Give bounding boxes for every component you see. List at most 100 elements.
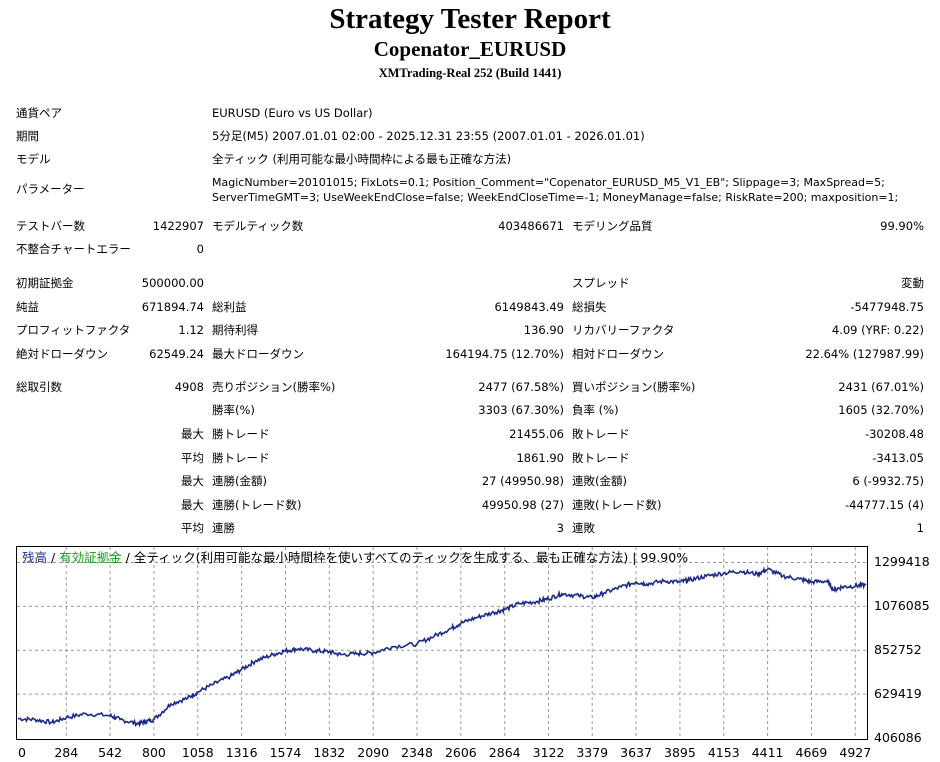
- x-tick-label: 2864: [488, 745, 521, 760]
- quality-label: モデリング品質: [572, 219, 653, 233]
- expected-payoff-value: 136.90: [523, 323, 564, 337]
- x-tick-label: 1316: [225, 745, 258, 760]
- legend-equity: 有効証拠金: [59, 550, 122, 565]
- x-tick-label: 3637: [620, 745, 652, 760]
- x-tick-label: 4153: [707, 745, 740, 760]
- max-consecutive-loss-value: -44777.15 (4): [845, 498, 924, 512]
- model-label: モデル: [16, 152, 51, 166]
- recovery-factor-value: 4.09 (YRF: 0.22): [831, 323, 924, 337]
- balance-line: [17, 566, 867, 728]
- win-rate-value: 3303 (67.30%): [478, 403, 564, 417]
- maximal-drawdown-label: 最大ドローダウン: [212, 347, 304, 361]
- balance-chart-plot: [17, 547, 867, 739]
- average-consecutive-losses-label: 連敗: [572, 521, 595, 535]
- x-tick-label: 3122: [532, 745, 565, 760]
- chart-series: [17, 566, 867, 728]
- max-consecutive-losses-label: 連敗(金額): [572, 474, 627, 488]
- x-tick-label: 1058: [181, 745, 214, 760]
- max-consecutive-losses-value: 6 (-9932.75): [852, 474, 924, 488]
- average-consecutive-label: 平均: [181, 521, 204, 535]
- legend-balance: 残高: [22, 550, 48, 565]
- x-tick-label: 4669: [795, 745, 828, 760]
- average-loss-label: 敗トレード: [572, 451, 630, 465]
- x-tick-label: 2090: [357, 745, 390, 760]
- x-tick-label: 800: [142, 745, 166, 760]
- largest-loss-value: -30208.48: [864, 427, 924, 441]
- params-label: パラメーター: [16, 182, 85, 196]
- ticks-value: 403486671: [498, 219, 564, 233]
- gross-profit-label: 総利益: [212, 300, 247, 314]
- recovery-factor-label: リカバリーファクタ: [572, 323, 675, 337]
- relative-drawdown-value: 22.64% (127987.99): [805, 347, 924, 361]
- quality-value: 99.90%: [880, 219, 924, 233]
- x-tick-label: 284: [54, 745, 79, 760]
- x-tick-label: 0: [18, 745, 26, 760]
- short-positions-label: 売りポジション(勝率%): [212, 380, 336, 394]
- average-label: 平均: [181, 451, 204, 465]
- gross-loss-label: 総損失: [572, 300, 607, 314]
- relative-drawdown-label: 相対ドローダウン: [572, 347, 664, 361]
- y-tick-label: 1076085: [874, 598, 930, 614]
- bars-value: 1422907: [152, 219, 204, 233]
- average-consecutive-wins-value: 3: [556, 521, 564, 535]
- x-tick-label: 2606: [444, 745, 477, 760]
- max-consecutive-wins-value: 27 (49950.98): [481, 474, 564, 488]
- spread-value: 変動: [901, 276, 924, 290]
- period-label: 期間: [16, 129, 39, 143]
- y-tick-label: 852752: [874, 642, 922, 658]
- maximal-drawdown-value: 164194.75 (12.70%): [445, 347, 564, 361]
- symbol-label: 通貨ペア: [16, 106, 62, 120]
- x-tick-label: 1832: [313, 745, 346, 760]
- short-positions-value: 2477 (67.58%): [478, 380, 564, 394]
- chart-grid: [17, 547, 867, 739]
- x-tick-label: 3895: [664, 745, 696, 760]
- chart-legend: 残高 / 有効証拠金 / 全ティック(利用可能な最小時間枠を使いすべてのティック…: [22, 550, 688, 566]
- absolute-drawdown-value: 62549.24: [149, 347, 204, 361]
- max-consecutive-wins-label: 連勝(金額): [212, 474, 267, 488]
- average-win-label: 勝トレード: [212, 451, 270, 465]
- max-consecutive-loss-label: 連敗(トレード数): [572, 498, 662, 512]
- long-positions-label: 買いポジション(勝率%): [572, 380, 696, 394]
- net-profit-label: 純益: [16, 300, 39, 314]
- profit-factor-label: プロフィットファクタ: [16, 323, 131, 337]
- max-consecutive-count-label: 最大: [181, 498, 204, 512]
- report-title: Strategy Tester Report: [329, 3, 611, 35]
- max-consecutive-profit-label: 連勝(トレード数): [212, 498, 302, 512]
- mismatch-label: 不整合チャートエラー: [16, 242, 131, 256]
- legend-model-text: 全ティック(利用可能な最小時間枠を使いすべてのティックを生成する、最も正確な方法…: [133, 550, 689, 565]
- average-consecutive-losses-value: 1: [916, 521, 924, 535]
- average-consecutive-wins-label: 連勝: [212, 521, 235, 535]
- loss-rate-label: 負率 (%): [572, 403, 619, 417]
- legend-separator-2: /: [121, 550, 134, 565]
- largest-win-value: 21455.06: [509, 427, 564, 441]
- balance-chart: 残高 / 有効証拠金 / 全ティック(利用可能な最小時間枠を使いすべてのティック…: [16, 546, 868, 740]
- average-win-value: 1861.90: [516, 451, 564, 465]
- period-value: 5分足(M5) 2007.01.01 02:00 - 2025.12.31 23…: [212, 129, 645, 143]
- gross-loss-value: -5477948.75: [850, 300, 924, 314]
- params-line1: MagicNumber=20101015; FixLots=0.1; Posit…: [212, 176, 885, 189]
- y-tick-label: 1299418: [874, 554, 930, 570]
- net-profit-value: 671894.74: [141, 300, 204, 314]
- long-positions-value: 2431 (67.01%): [838, 380, 924, 394]
- bars-label: テストバー数: [16, 219, 85, 233]
- largest-label: 最大: [181, 427, 204, 441]
- expected-payoff-label: 期待利得: [212, 323, 258, 337]
- absolute-drawdown-label: 絶対ドローダウン: [16, 347, 108, 361]
- x-tick-label: 1574: [269, 745, 302, 760]
- y-tick-label: 629419: [874, 686, 922, 702]
- max-consecutive-profit-value: 49950.98 (27): [481, 498, 564, 512]
- profit-factor-value: 1.12: [178, 323, 204, 337]
- x-tick-label: 4927: [839, 745, 872, 760]
- symbol-value: EURUSD (Euro vs US Dollar): [212, 106, 373, 120]
- x-tick-label: 3379: [576, 745, 609, 760]
- gross-profit-value: 6149843.49: [494, 300, 564, 314]
- expert-name: Copenator_EURUSD: [373, 37, 567, 61]
- deposit-label: 初期証拠金: [16, 276, 74, 290]
- x-tick-label: 2348: [401, 745, 433, 760]
- win-rate-label: 勝率(%): [212, 403, 255, 417]
- total-trades-value: 4908: [174, 380, 204, 394]
- x-tick-label: 542: [98, 745, 123, 760]
- y-tick-label: 406086: [874, 730, 922, 745]
- loss-rate-value: 1605 (32.70%): [838, 403, 924, 417]
- x-tick-label: 4411: [751, 745, 784, 760]
